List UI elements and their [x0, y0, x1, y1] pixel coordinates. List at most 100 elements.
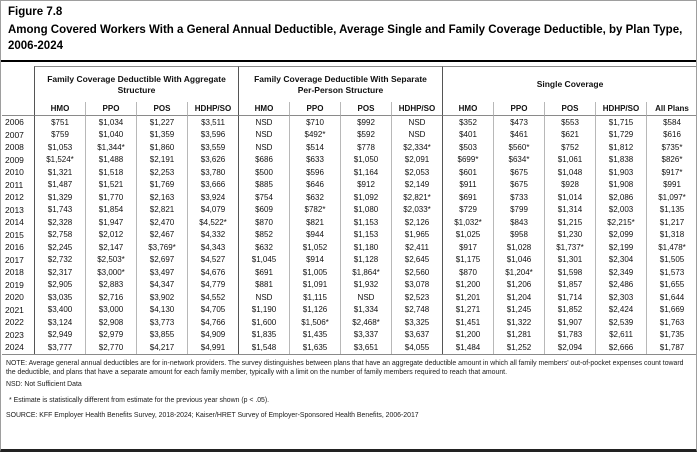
value-cell: $1,032* [442, 216, 493, 229]
value-cell: $4,909 [187, 328, 238, 342]
value-cell: $3,497 [136, 266, 187, 279]
value-cell: $852 [238, 228, 289, 242]
value-cell: $1,787 [646, 341, 696, 354]
year-cell: 2024 [5, 342, 24, 353]
value-cell: $4,347 [136, 278, 187, 292]
value-cell: $2,503* [85, 253, 136, 267]
value-cell: NSD [238, 291, 289, 304]
value-cell: $3,078 [391, 278, 442, 292]
value-cell: $1,046 [493, 253, 544, 267]
group-header-cell: Single Coverage [442, 66, 696, 103]
value-cell: $2,748 [391, 303, 442, 317]
value-cell: $2,905 [34, 278, 85, 292]
value-cell: $710 [289, 116, 340, 129]
value-cell: $2,883 [85, 278, 136, 292]
value-cell: $2,091 [391, 153, 442, 167]
value-cell: $1,252 [493, 341, 544, 354]
value-cell: $4,217 [136, 341, 187, 354]
value-cell: $2,303 [595, 291, 646, 304]
value-cell: NSD [391, 116, 442, 129]
value-cell: $2,697 [136, 253, 187, 267]
value-cell: $1,907 [544, 316, 595, 329]
value-cell: NSD [340, 291, 391, 304]
value-cell: $928 [544, 178, 595, 192]
year-cell: 2014 [5, 217, 24, 228]
value-cell: $461 [493, 128, 544, 142]
value-cell: $1,321 [34, 166, 85, 179]
value-cell: $1,245 [493, 303, 544, 317]
value-cell: $1,040 [85, 128, 136, 142]
value-cell: $3,651 [340, 341, 391, 354]
value-cell: $2,758 [34, 228, 85, 242]
value-cell: $1,091 [289, 278, 340, 292]
title-divider [1, 60, 696, 63]
value-cell: $560* [493, 141, 544, 154]
value-cell: $1,518 [85, 166, 136, 179]
value-cell: $1,227 [136, 116, 187, 129]
value-cell: $2,467 [136, 228, 187, 242]
value-cell: $821 [289, 216, 340, 229]
value-cell: $553 [544, 116, 595, 129]
value-cell: $1,635 [289, 341, 340, 354]
value-cell: $1,548 [238, 341, 289, 354]
year-cell: 2009 [5, 154, 24, 165]
value-cell: $691 [442, 191, 493, 204]
value-cell: $826* [646, 153, 696, 167]
value-cell: $2,086 [595, 191, 646, 204]
nsd-note: NSD: Not Sufficient Data [6, 381, 82, 389]
value-cell: $799 [493, 203, 544, 217]
value-cell: $4,676 [187, 266, 238, 279]
value-cell: $1,200 [442, 278, 493, 292]
year-cell: 2012 [5, 192, 24, 203]
value-cell: NSD [238, 128, 289, 142]
value-cell: $1,835 [238, 328, 289, 342]
year-cell: 2013 [5, 204, 24, 215]
value-cell: $3,855 [136, 328, 187, 342]
value-cell: $1,769 [136, 178, 187, 192]
value-cell: $2,094 [544, 341, 595, 354]
column-header-cell: HMO [34, 102, 85, 117]
column-header-cell: HDHP/SO [187, 102, 238, 117]
value-cell: $917* [646, 166, 696, 179]
value-cell: $616 [646, 128, 696, 142]
value-cell: $1,484 [442, 341, 493, 354]
value-cell: $2,199 [595, 241, 646, 254]
value-cell: $3,596 [187, 128, 238, 142]
column-header-cell: HDHP/SO [391, 102, 442, 117]
value-cell: $1,770 [85, 191, 136, 204]
value-cell: $944 [289, 228, 340, 242]
value-cell: $3,559 [187, 141, 238, 154]
value-cell: $729 [442, 203, 493, 217]
value-cell: $4,055 [391, 341, 442, 354]
year-column-header [2, 66, 34, 117]
value-cell: $1,329 [34, 191, 85, 204]
column-header-cell: PPO [289, 102, 340, 117]
significance-note: * Estimate is statistically different fr… [9, 396, 270, 404]
value-cell: $2,716 [85, 291, 136, 304]
title-block: Figure 7.8 Among Covered Workers With a … [1, 1, 696, 57]
value-cell: $1,344* [85, 141, 136, 154]
value-cell: $1,052 [289, 241, 340, 254]
value-cell: $4,079 [187, 203, 238, 217]
value-cell: $3,035 [34, 291, 85, 304]
value-cell: $1,908 [595, 178, 646, 192]
value-cell: $632 [289, 191, 340, 204]
column-header-cell: POS [544, 102, 595, 117]
value-cell: $1,857 [544, 278, 595, 292]
value-cell: $2,328 [34, 216, 85, 229]
column-header-cell: PPO [493, 102, 544, 117]
value-cell: $2,486 [595, 278, 646, 292]
value-cell: $1,230 [544, 228, 595, 242]
value-cell: $3,626 [187, 153, 238, 167]
value-cell: $912 [340, 178, 391, 192]
value-cell: $1,487 [34, 178, 85, 192]
value-cell: $4,705 [187, 303, 238, 317]
value-cell: $492* [289, 128, 340, 142]
value-cell: $2,033* [391, 203, 442, 217]
value-cell: $686 [238, 153, 289, 167]
value-cell: $1,600 [238, 316, 289, 329]
value-cell: $2,979 [85, 328, 136, 342]
value-cell: $3,666 [187, 178, 238, 192]
value-cell: $754 [238, 191, 289, 204]
value-cell: $1,947 [85, 216, 136, 229]
